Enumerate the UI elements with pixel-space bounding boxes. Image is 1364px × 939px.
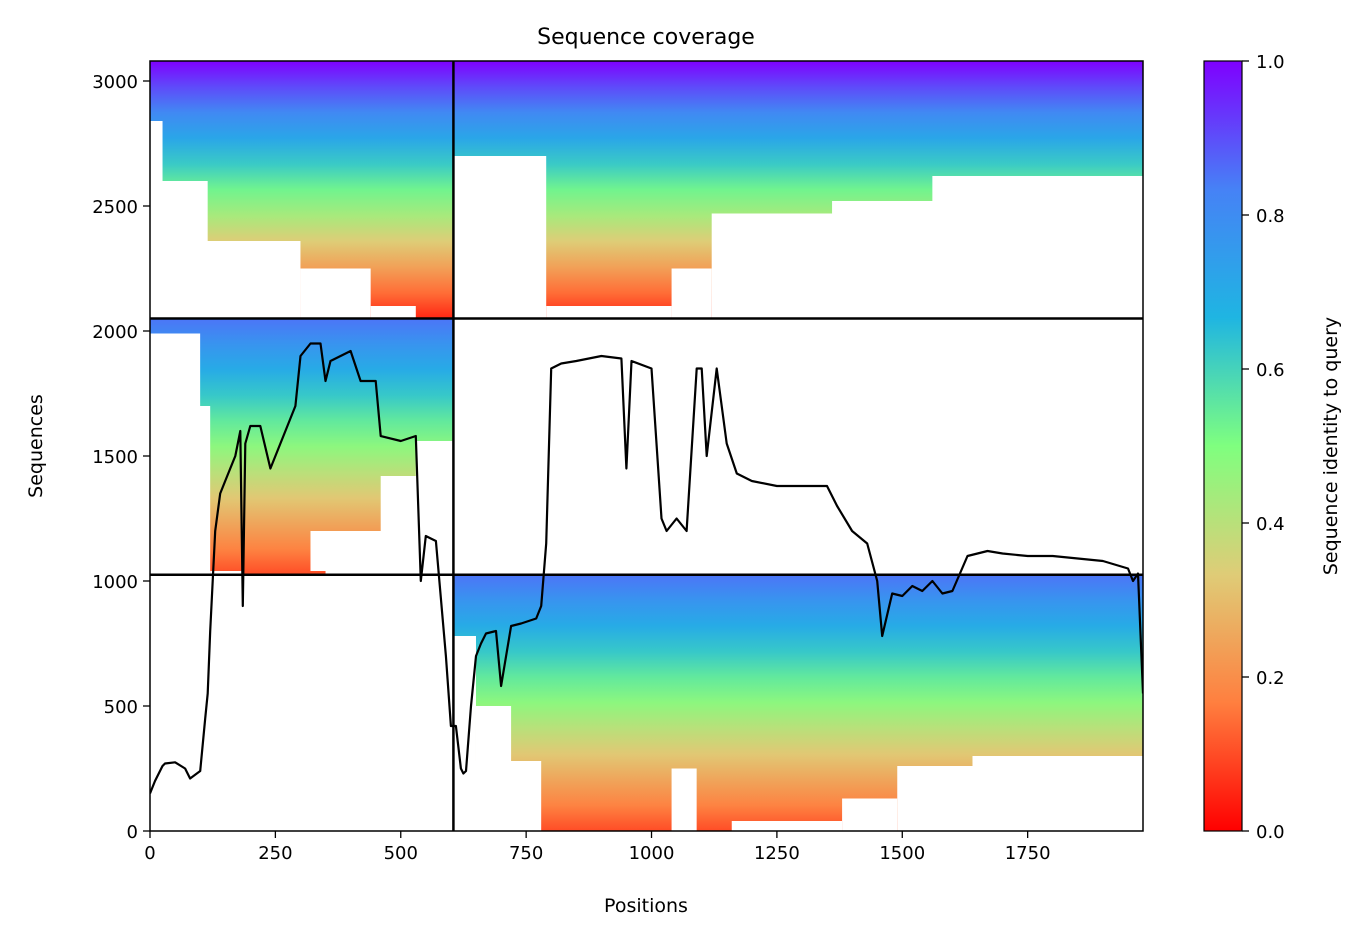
colorbar-label: Sequence identity to query — [1320, 317, 1342, 575]
coverage-line — [150, 342, 1143, 794]
coverage-gap — [475, 706, 512, 761]
y-tick-label: 3000 — [92, 72, 138, 93]
x-tick-label: 500 — [384, 843, 418, 864]
coverage-gap — [325, 571, 454, 575]
x-tick-label: 1750 — [1005, 843, 1051, 864]
colorbar-tick-label: 0.4 — [1256, 514, 1285, 535]
coverage-gap — [711, 213, 1143, 319]
coverage-gap — [453, 636, 476, 761]
coverage-gap — [150, 333, 201, 406]
coverage-gap — [453, 156, 547, 319]
plot-frame — [149, 60, 1144, 832]
coverage-gap — [150, 121, 163, 181]
coverage-gap — [546, 306, 672, 319]
coverage-gap — [370, 306, 416, 319]
colorbar-tick-label: 1.0 — [1256, 52, 1285, 73]
coverage-gap — [671, 268, 712, 319]
y-axis-ticks: 0 500 1000 1500 2000 2500 3000 — [92, 72, 150, 843]
chart-title: Sequence coverage — [537, 25, 755, 50]
x-tick-label: 1000 — [629, 843, 675, 864]
coverage-gap — [731, 821, 843, 831]
coverage-gap — [210, 571, 243, 575]
coverage-gap — [671, 768, 697, 831]
x-tick-label: 0 — [144, 843, 155, 864]
x-tick-label: 250 — [258, 843, 292, 864]
colorbar-tick-label: 0.0 — [1256, 822, 1285, 843]
y-tick-label: 1000 — [92, 572, 138, 593]
colorbar-gradient — [1203, 60, 1243, 832]
colorbar-tick-label: 0.6 — [1256, 360, 1285, 381]
coverage-gap — [453, 761, 542, 831]
colorbar-tick-label: 0.2 — [1256, 668, 1285, 689]
chain-dividers — [150, 61, 1143, 831]
plot-area — [150, 61, 1143, 831]
coverage-gap — [842, 798, 898, 831]
coverage-gap — [932, 176, 1143, 201]
x-axis-ticks: 0 250 500 750 1000 1250 1500 1750 — [144, 831, 1051, 864]
colorbar: 0.0 0.2 0.4 0.6 0.8 1.0 Sequence identity to … — [1203, 52, 1342, 843]
x-tick-label: 1250 — [754, 843, 800, 864]
x-axis-label: Positions — [604, 895, 688, 917]
coverage-gap — [415, 441, 454, 476]
coverage-gap — [972, 756, 1143, 766]
x-tick-label: 750 — [509, 843, 543, 864]
colorbar-tick-label: 0.8 — [1256, 206, 1285, 227]
coverage-gaps — [150, 121, 1143, 831]
coverage-gap — [300, 268, 371, 319]
coverage-gap — [832, 201, 1143, 214]
y-tick-label: 2500 — [92, 197, 138, 218]
colorbar-ticks: 0.0 0.2 0.4 0.6 0.8 1.0 — [1242, 52, 1285, 843]
y-tick-label: 500 — [104, 697, 138, 718]
coverage-gap — [310, 531, 454, 571]
y-tick-label: 2000 — [92, 322, 138, 343]
y-tick-label: 1500 — [92, 447, 138, 468]
x-tick-label: 1500 — [879, 843, 925, 864]
coverage-gap — [150, 406, 211, 575]
coverage-gap — [897, 766, 1143, 831]
coverage-gap — [150, 241, 301, 319]
y-tick-label: 0 — [127, 822, 138, 843]
y-axis-label: Sequences — [25, 394, 47, 498]
